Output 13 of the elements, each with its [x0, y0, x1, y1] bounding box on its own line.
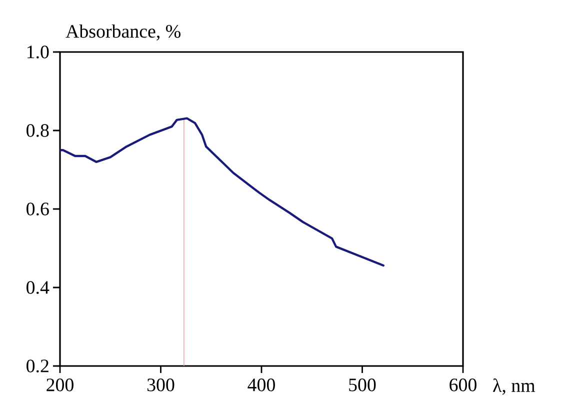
x-tick-label: 600	[450, 378, 476, 392]
y-tick-label: 0.8	[26, 124, 49, 137]
x-tick-label: 300	[147, 378, 174, 392]
y-tick-label: 0.4	[26, 281, 50, 294]
y-tick-label: 1.0	[27, 46, 49, 58]
x-tick-label: 500	[349, 378, 376, 392]
y-axis-title: Absorbance, %	[66, 24, 180, 40]
line-series	[60, 117, 385, 267]
x-tick-label: 400	[248, 378, 275, 392]
y-tick-label: 0.2	[26, 360, 48, 372]
y-tick-label: 0.6	[26, 202, 49, 216]
x-tick-label: 200	[46, 378, 74, 392]
x-axis-title: λ, nm	[493, 378, 536, 395]
